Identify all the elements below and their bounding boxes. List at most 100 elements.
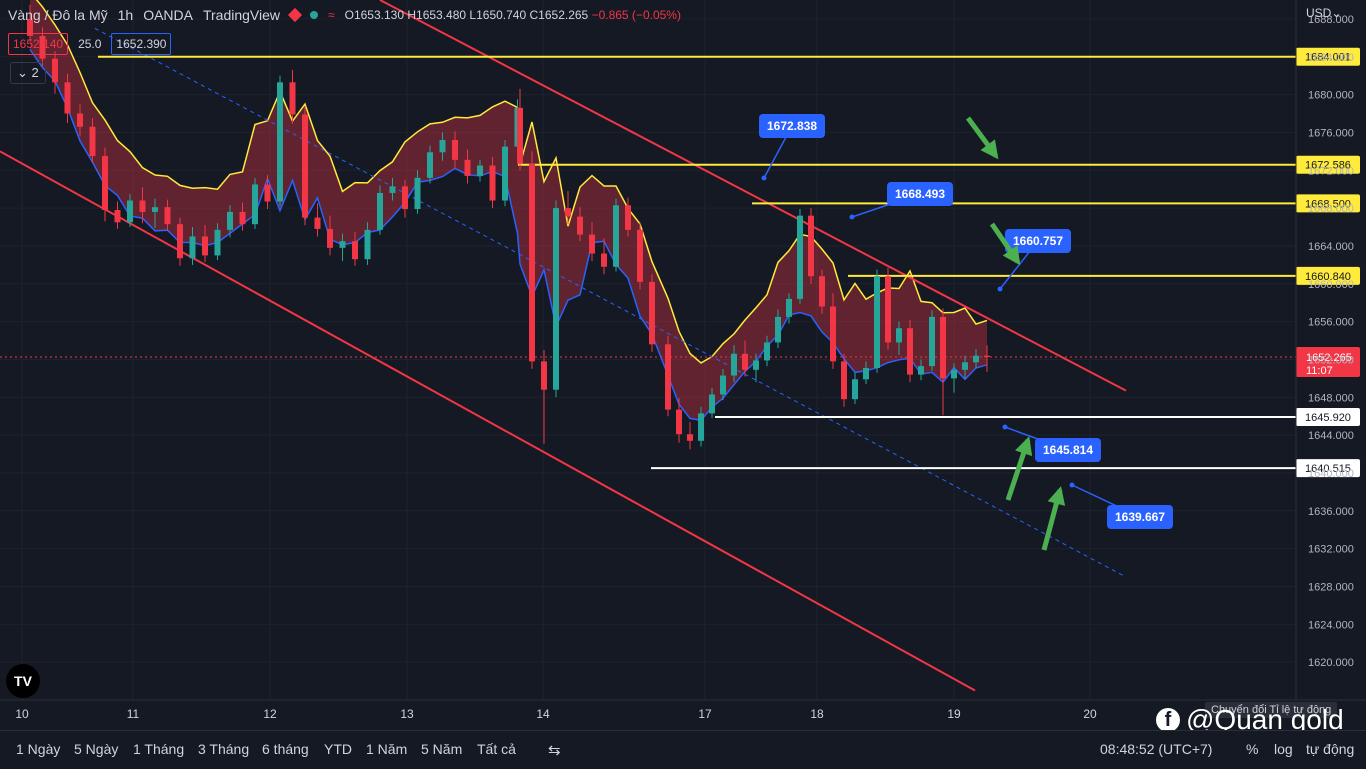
- price-tick-label: 1636.000: [1308, 506, 1354, 518]
- time-tick-label: 12: [263, 707, 277, 721]
- bid-price[interactable]: 1652.140: [8, 33, 69, 55]
- indicators-toggle[interactable]: ⌄ 2: [10, 62, 46, 84]
- price-chart[interactable]: 1684.001 1672.586 1668.500 1660.840 1645.920…: [0, 0, 1366, 730]
- ask-price[interactable]: 1652.390: [111, 33, 172, 55]
- candle-body: [314, 217, 321, 229]
- candle-body: [808, 215, 814, 277]
- current-price-tag: [1296, 346, 1360, 377]
- percent-toggle[interactable]: %: [1246, 741, 1259, 757]
- date-range-icon[interactable]: ⇆: [548, 742, 561, 759]
- level-price-tag: [1296, 194, 1360, 213]
- candle-body: [477, 165, 483, 176]
- callout-label: 1672.838: [767, 119, 817, 133]
- candle-body: [885, 276, 891, 343]
- broker-label: OANDA: [143, 7, 193, 23]
- price-axis[interactable]: 1688.000 1684.000 1680.000 1676.000 1672.000…: [1295, 0, 1354, 700]
- arrow-head-icon: [1047, 486, 1066, 506]
- candle-body: [698, 413, 704, 441]
- price-tick-label: 1688.000: [1308, 14, 1354, 26]
- candle-body: [189, 236, 196, 259]
- candle-body: [102, 156, 108, 210]
- time-tick-label: 11: [127, 707, 140, 721]
- interval-label[interactable]: 1h: [117, 7, 134, 23]
- candle-body: [214, 229, 221, 256]
- level-price-text: 1668.500: [1305, 198, 1351, 210]
- candle-body: [139, 200, 146, 212]
- level-price-text: 1684.001: [1305, 52, 1351, 64]
- candle-body: [239, 211, 246, 225]
- candle-body: [918, 366, 924, 375]
- tradingview-logo-icon[interactable]: TV: [6, 664, 40, 698]
- facebook-icon: f: [1156, 708, 1180, 732]
- timeframe-all[interactable]: Tất cả: [477, 741, 516, 757]
- candle-body: [601, 253, 607, 267]
- arrow-head-icon: [1002, 245, 1021, 266]
- trend-channel: [0, 0, 1127, 692]
- candle-body: [565, 208, 571, 217]
- candle-body: [302, 114, 308, 218]
- horizontal-levels[interactable]: 1684.001 1672.586 1668.500 1660.840 1645.920…: [0, 47, 1360, 478]
- candle-body: [352, 241, 358, 260]
- clock[interactable]: 08:48:52 (UTC+7): [1100, 741, 1213, 757]
- candle-body: [89, 126, 96, 157]
- candle-body: [277, 82, 283, 202]
- timeframe-1y[interactable]: 1 Năm: [366, 741, 408, 757]
- candle-body: [819, 276, 825, 307]
- level-price-tag: [1296, 407, 1360, 426]
- level-price-text: 1640.515: [1305, 463, 1351, 475]
- callout-box: [1035, 438, 1101, 462]
- time-axis[interactable]: 10 11 12 13 14 17 18 19 20: [0, 699, 1366, 721]
- high-value: H1653.480: [407, 8, 467, 22]
- platform-label: TradingView: [202, 7, 281, 23]
- auto-scale-toggle[interactable]: tự động: [1306, 741, 1355, 757]
- candle-body: [264, 184, 271, 202]
- time-tick-label: 13: [400, 707, 414, 721]
- timeframe-1m[interactable]: 1 Tháng: [133, 741, 185, 757]
- candle-body: [227, 211, 233, 230]
- candle-body: [709, 394, 715, 414]
- price-tick-label: 1644.000: [1308, 430, 1354, 442]
- flag-icon[interactable]: [287, 7, 303, 23]
- time-tick-label: 14: [536, 707, 550, 721]
- symbol-name[interactable]: Vàng / Đô la Mỹ: [8, 7, 108, 23]
- timeframe-ytd[interactable]: YTD: [324, 741, 352, 757]
- bid-ask-row: 1652.140 25.0 1652.390: [8, 33, 172, 55]
- annotations[interactable]: 1672.838 1668.493 1660.757 1645.814 1639.667: [759, 114, 1173, 551]
- channel-upper-line: [379, 0, 1127, 392]
- candle-body: [389, 186, 396, 193]
- candle-body: [377, 192, 383, 230]
- timeframe-5y[interactable]: 5 Năm: [421, 741, 463, 757]
- arrow-head-icon: [1015, 436, 1033, 457]
- candle-body: [39, 35, 46, 59]
- cloud-span-a: [35, 0, 988, 364]
- candle-body: [517, 107, 523, 164]
- timeframe-3m[interactable]: 3 Tháng: [198, 741, 250, 757]
- current-price-text: 1652.265: [1306, 352, 1352, 364]
- timeframe-1d[interactable]: 1 Ngày: [16, 741, 61, 757]
- candle-body: [753, 360, 759, 370]
- price-tick-label: 1632.000: [1308, 544, 1354, 556]
- callout-label: 1645.814: [1043, 443, 1093, 457]
- timeframe-6m[interactable]: 6 tháng: [262, 741, 309, 757]
- price-tick-label: 1680.000: [1308, 90, 1354, 102]
- level-price-text: 1645.920: [1305, 412, 1351, 424]
- currency-selector[interactable]: USD⌄: [1306, 6, 1341, 20]
- candle-body: [177, 224, 183, 259]
- log-toggle[interactable]: log: [1274, 741, 1293, 757]
- timeframe-5d[interactable]: 5 Ngày: [74, 741, 119, 757]
- candle-body: [114, 210, 121, 223]
- candle-body: [339, 241, 346, 248]
- watermark-text: @Quan gold: [1186, 704, 1344, 735]
- callout-label: 1660.757: [1013, 234, 1063, 248]
- candle-body: [164, 207, 171, 225]
- spread-value: 25.0: [78, 37, 102, 51]
- candle-body: [252, 184, 258, 225]
- level-price-tag: [1296, 155, 1360, 174]
- candle-body: [874, 276, 880, 368]
- cloud-fill: [30, 0, 987, 421]
- price-tick-label: 1668.000: [1308, 203, 1354, 215]
- chart-grid: [0, 0, 1296, 700]
- price-tick-label: 1660.000: [1308, 279, 1354, 291]
- chevron-down-icon: ⌄: [1331, 6, 1342, 20]
- level-price-text: 1672.586: [1305, 160, 1351, 172]
